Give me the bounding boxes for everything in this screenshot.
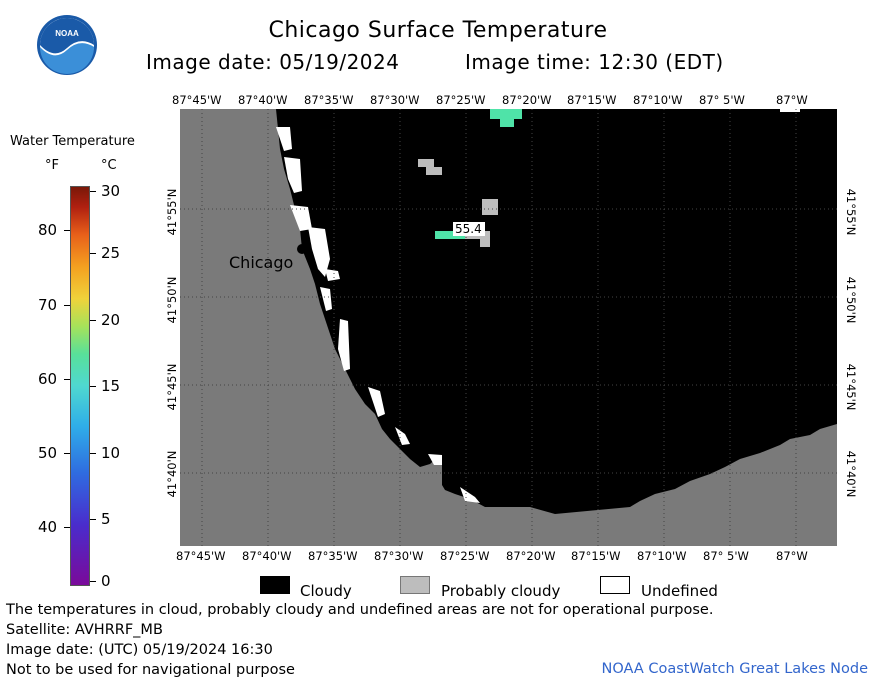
- lon-label-top: 87°35'W: [304, 93, 354, 107]
- lon-label-bottom: 87°10'W: [637, 549, 687, 563]
- c-tick-0: 0: [101, 572, 111, 590]
- lon-label-top: 87°10'W: [633, 93, 683, 107]
- lon-label-top: 87°25'W: [436, 93, 486, 107]
- probably-cloudy-area: [426, 167, 442, 175]
- water-temp-area: [435, 231, 465, 239]
- map-grid: [180, 109, 837, 546]
- undefined-area: [428, 454, 442, 465]
- undefined-area: [368, 387, 385, 417]
- lat-label-left: 41°50'N: [165, 276, 179, 324]
- f-tick-40: 40: [38, 518, 58, 536]
- lon-label-top: 87° 5'W: [699, 93, 745, 107]
- c-tick-20: 20: [101, 311, 121, 329]
- f-tick-60: 60: [38, 370, 58, 388]
- temp-label-box: [453, 222, 485, 236]
- lon-label-top: 87°W: [776, 93, 808, 107]
- undefined-area: [338, 319, 350, 371]
- probably-cloudy-label: Probably cloudy: [441, 582, 561, 600]
- undefined-area: [308, 227, 330, 277]
- lon-label-bottom: 87°30'W: [374, 549, 424, 563]
- cloudy-swatch: [260, 576, 290, 594]
- lon-label-top: 87°45'W: [172, 93, 222, 107]
- water-temp-area: [490, 109, 522, 119]
- colorbar: [70, 186, 90, 586]
- undefined-area: [780, 109, 800, 112]
- f-tickmark: [64, 379, 70, 380]
- c-tickmark: [90, 191, 96, 192]
- lon-label-top: 87°20'W: [502, 93, 552, 107]
- lon-label-bottom: 87°20'W: [506, 549, 556, 563]
- map-panel[interactable]: 55.4: [180, 109, 837, 546]
- credit-link[interactable]: NOAA CoastWatch Great Lakes Node: [601, 661, 868, 677]
- note-image-date: Image date: (UTC) 05/19/2024 16:30: [6, 642, 273, 658]
- city-label: Chicago: [229, 253, 294, 272]
- undefined-area: [290, 205, 312, 231]
- note-navigation: Not to be used for navigational purpose: [6, 662, 295, 678]
- probably-cloudy-area: [418, 159, 434, 167]
- c-tick-30: 30: [101, 182, 121, 200]
- f-tickmark: [64, 305, 70, 306]
- image-date: Image date: 05/19/2024: [146, 50, 400, 74]
- undefined-area: [284, 157, 302, 193]
- lon-label-bottom: 87°W: [776, 549, 808, 563]
- lon-label-top: 87°40'W: [238, 93, 288, 107]
- note-satellite: Satellite: AVHRRF_MB: [6, 622, 163, 638]
- unit-c: °C: [101, 158, 117, 173]
- noaa-logo: NOAA: [36, 14, 98, 76]
- lon-label-bottom: 87°15'W: [571, 549, 621, 563]
- water-temp-area: [500, 119, 514, 127]
- lat-label-right: 41°50'N: [844, 276, 858, 324]
- c-tickmark: [90, 453, 96, 454]
- image-time: Image time: 12:30 (EDT): [465, 50, 724, 74]
- lat-label-right: 41°45'N: [844, 363, 858, 411]
- lat-label-left: 41°55'N: [165, 188, 179, 236]
- c-tick-5: 5: [101, 510, 111, 528]
- cloudy-lake-area: [276, 109, 837, 514]
- lat-label-left: 41°45'N: [165, 363, 179, 411]
- page-title: Chicago Surface Temperature: [268, 18, 608, 43]
- c-tick-25: 25: [101, 244, 121, 262]
- c-tickmark: [90, 320, 96, 321]
- unit-f: °F: [45, 158, 59, 173]
- temp-label: 55.4: [455, 222, 482, 236]
- undefined-area: [460, 487, 480, 503]
- undefined-label: Undefined: [641, 582, 718, 600]
- c-tick-10: 10: [101, 444, 121, 462]
- lon-label-bottom: 87°40'W: [242, 549, 292, 563]
- f-tickmark: [64, 230, 70, 231]
- lat-label-right: 41°40'N: [844, 450, 858, 498]
- c-tickmark: [90, 581, 96, 582]
- note-cloud-disclaimer: The temperatures in cloud, probably clou…: [6, 602, 714, 618]
- colorbar-title: Water Temperature: [10, 134, 135, 149]
- f-tick-80: 80: [38, 221, 58, 239]
- undefined-area: [325, 269, 340, 281]
- lon-label-top: 87°30'W: [370, 93, 420, 107]
- f-tickmark: [64, 527, 70, 528]
- undefined-area: [395, 427, 410, 445]
- lat-label-left: 41°40'N: [165, 450, 179, 498]
- lon-label-bottom: 87°25'W: [440, 549, 490, 563]
- f-tick-50: 50: [38, 444, 58, 462]
- cloudy-label: Cloudy: [300, 582, 352, 600]
- chicago-marker: [297, 244, 307, 254]
- c-tickmark: [90, 519, 96, 520]
- probably-cloudy-area: [482, 199, 498, 215]
- lon-label-top: 87°15'W: [567, 93, 617, 107]
- logo-text: NOAA: [55, 29, 79, 38]
- lon-label-bottom: 87°45'W: [176, 549, 226, 563]
- probably-cloudy-area: [480, 239, 490, 247]
- f-tickmark: [64, 453, 70, 454]
- c-tickmark: [90, 386, 96, 387]
- undefined-swatch: [600, 576, 630, 594]
- lon-label-bottom: 87°35'W: [308, 549, 358, 563]
- c-tick-15: 15: [101, 377, 121, 395]
- lat-label-right: 41°55'N: [844, 188, 858, 236]
- undefined-area: [276, 127, 292, 151]
- f-tick-70: 70: [38, 296, 58, 314]
- probably-cloudy-swatch: [400, 576, 430, 594]
- lon-label-bottom: 87° 5'W: [703, 549, 749, 563]
- undefined-area: [320, 287, 332, 311]
- c-tickmark: [90, 253, 96, 254]
